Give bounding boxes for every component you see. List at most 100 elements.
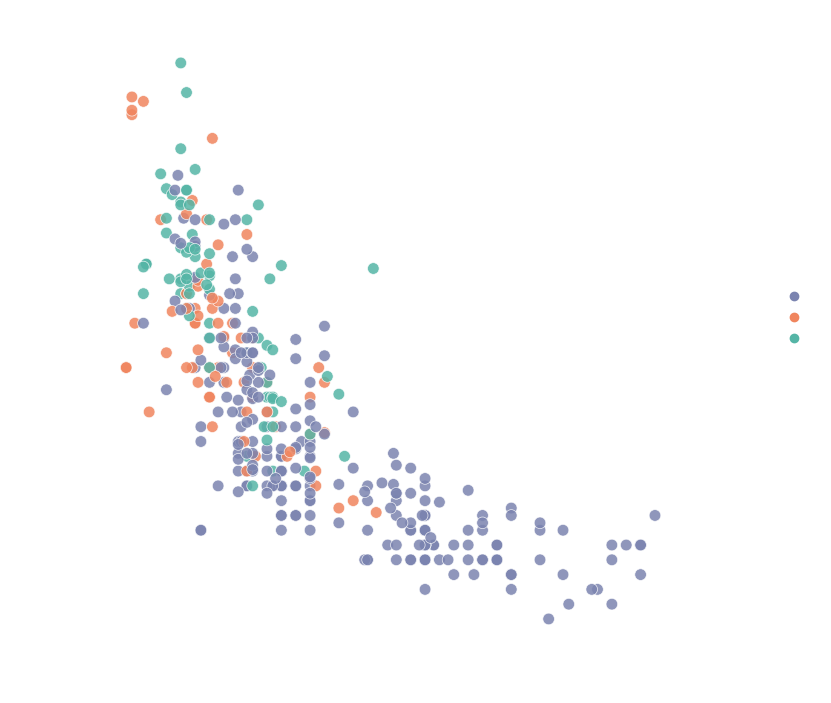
Point	[476, 554, 489, 565]
Point	[252, 377, 265, 388]
Point	[332, 479, 346, 490]
Point	[376, 477, 389, 489]
Point	[390, 539, 403, 550]
Point	[246, 333, 259, 344]
Point	[390, 488, 403, 499]
Point	[183, 199, 196, 210]
Point	[246, 347, 259, 359]
Point	[246, 465, 259, 477]
Point	[240, 214, 253, 226]
Point	[461, 539, 475, 550]
Point	[189, 303, 202, 314]
Point	[504, 569, 518, 580]
Point	[203, 392, 216, 403]
Point	[419, 473, 432, 484]
Point	[534, 554, 547, 565]
Point	[419, 554, 432, 565]
Point	[203, 377, 216, 388]
Point	[232, 184, 245, 195]
Point	[317, 429, 331, 440]
Point	[419, 554, 432, 565]
Point	[605, 598, 618, 610]
Point	[542, 613, 555, 624]
Point	[332, 517, 346, 529]
Point	[179, 87, 193, 98]
Point	[203, 214, 216, 226]
Point	[260, 377, 273, 388]
Point	[309, 421, 322, 432]
Point	[404, 517, 417, 529]
Point	[280, 451, 293, 462]
Point	[260, 406, 273, 418]
Point	[234, 333, 248, 344]
Point	[289, 421, 302, 432]
Point	[266, 392, 279, 403]
Point	[275, 396, 288, 407]
Point	[424, 532, 437, 543]
Point	[240, 244, 253, 255]
Point	[289, 463, 302, 474]
Point	[260, 434, 273, 446]
Point	[263, 392, 277, 403]
Point	[427, 539, 440, 550]
Point	[246, 333, 259, 344]
Point	[275, 480, 288, 491]
Point	[175, 196, 188, 207]
Point	[206, 421, 219, 432]
Point	[217, 341, 230, 352]
Point	[175, 199, 188, 210]
Point	[289, 444, 302, 455]
Point	[226, 251, 239, 262]
Point	[289, 404, 302, 415]
Point	[303, 510, 317, 521]
Point	[185, 362, 199, 373]
Point	[295, 436, 308, 447]
Point	[381, 539, 395, 550]
Point	[240, 333, 253, 344]
Point	[229, 353, 242, 364]
Point	[312, 362, 326, 373]
Point	[321, 370, 334, 382]
Point	[179, 269, 193, 280]
Point	[591, 583, 604, 595]
Point	[191, 344, 204, 356]
Point	[416, 510, 429, 521]
Point	[303, 415, 317, 427]
Point	[347, 406, 360, 418]
Point	[160, 212, 173, 224]
Point	[275, 480, 288, 491]
Point	[191, 275, 204, 286]
Point	[634, 539, 647, 550]
Point	[275, 451, 288, 462]
Point	[476, 517, 489, 529]
Point	[179, 273, 193, 285]
Point	[154, 168, 167, 179]
Point	[289, 480, 302, 491]
Point	[366, 263, 380, 274]
Point	[317, 321, 331, 332]
Point	[232, 486, 245, 498]
Point	[419, 524, 432, 536]
Point	[275, 495, 288, 506]
Point	[175, 242, 188, 253]
Point	[206, 133, 219, 144]
Point	[476, 524, 489, 536]
Point	[419, 539, 432, 550]
Point	[433, 496, 446, 508]
Point	[390, 488, 403, 499]
Point	[275, 465, 288, 477]
Point	[189, 240, 202, 252]
Point	[179, 208, 193, 219]
Point	[200, 214, 214, 226]
Point	[232, 465, 245, 477]
Point	[203, 318, 216, 329]
Point	[419, 510, 432, 521]
Point	[404, 488, 417, 499]
Point	[169, 233, 182, 245]
Point	[246, 451, 259, 462]
Point	[260, 465, 273, 477]
Point	[171, 169, 184, 181]
Point	[361, 554, 374, 565]
Point	[217, 362, 230, 373]
Point	[246, 333, 259, 344]
